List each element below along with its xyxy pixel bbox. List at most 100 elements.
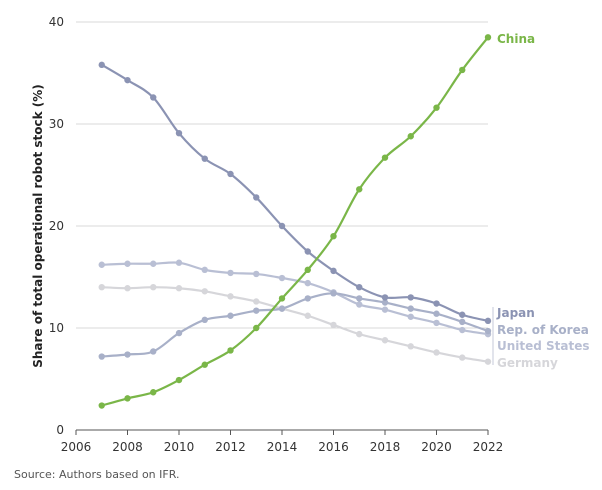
data-point-japan-2009 (150, 94, 157, 101)
data-point-china-2019 (407, 133, 414, 140)
data-point-japan-2015 (304, 248, 311, 255)
data-point-china-2016 (330, 233, 337, 240)
series-label-germany: Germany (497, 356, 558, 370)
series-line-china (101, 36, 489, 407)
data-point-united-states-2020 (433, 319, 440, 327)
data-point-japan-2020 (433, 300, 440, 307)
x-tick-label-2008: 2008 (112, 440, 143, 454)
data-point-rep-of-korea-2017 (356, 295, 363, 302)
series-line-rep-of-korea (101, 292, 489, 358)
y-axis-label: Share of total operational robot stock (… (31, 84, 45, 368)
data-point-rep-of-korea-2012 (227, 312, 234, 319)
data-point-germany-2012 (227, 293, 234, 300)
data-point-germany-2009 (150, 284, 157, 291)
data-point-united-states-2007 (98, 261, 105, 268)
data-point-china-2022 (484, 34, 492, 41)
data-point-germany-2017 (356, 330, 363, 338)
data-point-rep-of-korea-2015 (304, 295, 311, 302)
data-point-united-states-2011 (201, 266, 208, 274)
data-point-united-states-2012 (227, 269, 234, 277)
x-tick-label-2010: 2010 (164, 440, 195, 454)
data-point-japan-2008 (124, 76, 131, 84)
data-point-united-states-2013 (253, 270, 260, 278)
data-point-japan-2017 (356, 284, 363, 291)
data-point-rep-of-korea-2022 (484, 327, 492, 335)
data-point-china-2010 (175, 376, 183, 384)
data-point-japan-2012 (227, 170, 234, 178)
data-point-germany-2018 (381, 337, 389, 344)
data-point-japan-2016 (330, 267, 337, 275)
data-point-china-2021 (459, 66, 466, 74)
data-point-china-2015 (304, 266, 311, 274)
data-point-china-2017 (356, 186, 363, 193)
data-point-rep-of-korea-2007 (98, 353, 105, 360)
data-point-germany-2019 (407, 343, 414, 350)
data-point-china-2008 (124, 395, 131, 402)
series-line-united-states (101, 261, 489, 336)
data-point-germany-2013 (253, 298, 260, 305)
y-tick-label-0: 0 (56, 423, 64, 437)
data-point-china-2009 (150, 389, 157, 396)
data-point-rep-of-korea-2009 (150, 348, 157, 355)
y-tick-label-10: 10 (49, 321, 64, 335)
data-point-japan-2019 (407, 294, 414, 301)
data-point-rep-of-korea-2018 (381, 299, 389, 306)
data-point-germany-2021 (459, 354, 466, 361)
data-point-china-2013 (253, 324, 260, 332)
data-point-germany-2022 (484, 358, 492, 365)
data-point-germany-2016 (330, 321, 337, 329)
source-note: Source: Authors based on IFR. (14, 468, 180, 481)
data-point-japan-2014 (278, 222, 286, 230)
data-point-china-2020 (433, 104, 440, 111)
x-tick-label-2006: 2006 (61, 440, 92, 454)
data-point-china-2018 (381, 154, 389, 161)
y-tick-label-30: 30 (49, 117, 64, 131)
data-point-rep-of-korea-2016 (330, 290, 337, 297)
data-point-united-states-2008 (124, 260, 131, 267)
data-point-japan-2022 (484, 317, 492, 325)
series-line-germany (101, 286, 489, 363)
data-point-germany-2007 (98, 284, 105, 291)
data-point-china-2014 (278, 295, 286, 302)
x-tick-label-2016: 2016 (318, 440, 349, 454)
series-label-japan: Japan (496, 306, 535, 320)
data-point-united-states-2010 (175, 259, 183, 266)
data-point-united-states-2018 (381, 306, 389, 313)
data-point-japan-2013 (253, 194, 260, 201)
series-label-rep-of-korea: Rep. of Korea (497, 323, 589, 337)
data-point-united-states-2017 (356, 301, 363, 308)
data-point-japan-2007 (98, 61, 105, 69)
data-point-rep-of-korea-2014 (278, 305, 286, 312)
data-point-united-states-2019 (407, 313, 414, 320)
data-point-rep-of-korea-2011 (201, 316, 208, 324)
data-point-rep-of-korea-2008 (124, 351, 131, 358)
data-point-united-states-2014 (278, 274, 286, 282)
series-label-united-states: United States (497, 339, 590, 353)
series-label-china: China (497, 32, 535, 46)
data-point-china-2007 (98, 402, 105, 409)
data-point-germany-2015 (304, 312, 311, 319)
data-point-rep-of-korea-2021 (459, 318, 466, 326)
x-tick-label-2020: 2020 (421, 440, 452, 454)
x-tick-label-2018: 2018 (370, 440, 401, 454)
data-point-germany-2008 (124, 285, 131, 292)
data-point-japan-2018 (381, 294, 389, 301)
y-tick-label-40: 40 (49, 15, 64, 29)
data-point-united-states-2021 (459, 326, 466, 334)
data-point-rep-of-korea-2019 (407, 305, 414, 312)
data-point-united-states-2015 (304, 279, 311, 287)
data-point-germany-2010 (175, 285, 183, 292)
x-tick-label-2022: 2022 (473, 440, 504, 454)
series-line-japan (101, 63, 489, 322)
data-point-japan-2011 (201, 155, 208, 162)
data-point-germany-2020 (433, 349, 440, 356)
data-point-rep-of-korea-2010 (175, 329, 183, 337)
x-tick-label-2014: 2014 (267, 440, 298, 454)
y-tick-label-20: 20 (49, 219, 64, 233)
data-point-rep-of-korea-2020 (433, 310, 440, 317)
x-tick-label-2012: 2012 (215, 440, 246, 454)
data-point-china-2011 (201, 361, 208, 368)
data-point-rep-of-korea-2013 (253, 307, 260, 314)
data-point-united-states-2009 (150, 260, 157, 267)
